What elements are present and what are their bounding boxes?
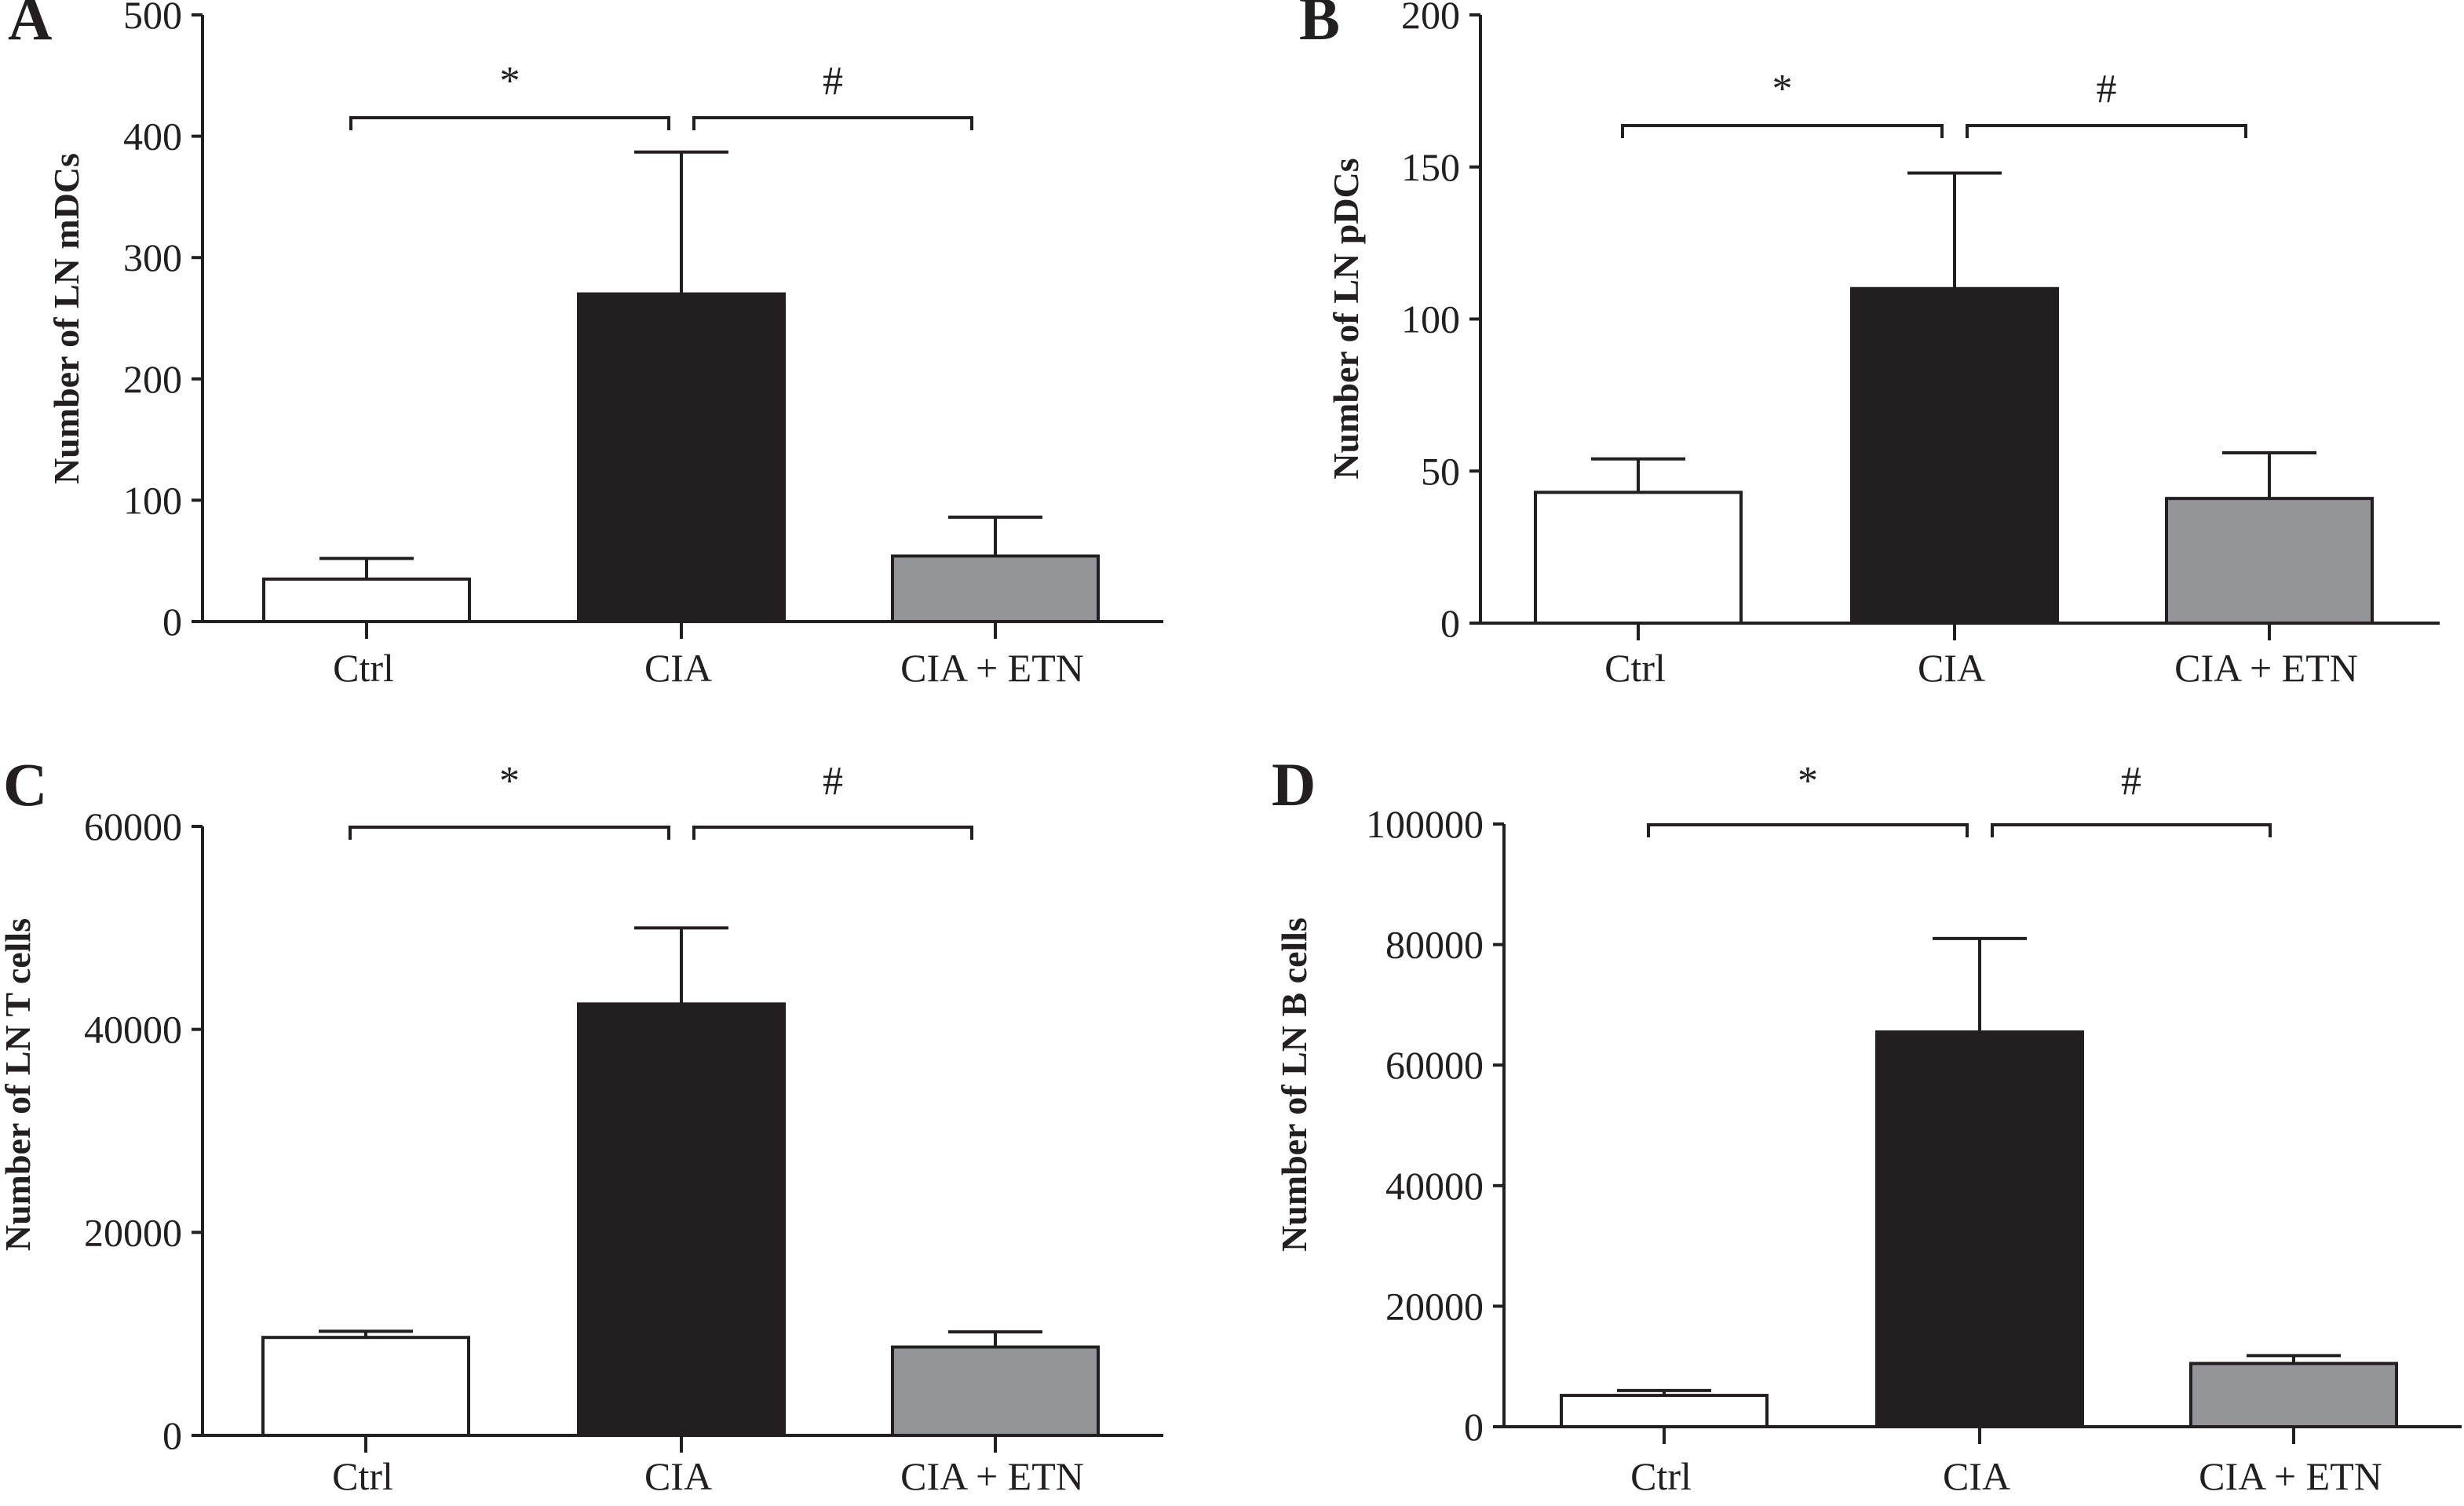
y-axis-title: Number of LN B cells [1274,917,1314,1252]
y-tick-label: 60000 [1385,1043,1484,1087]
significance-asterisk: * [499,759,520,804]
x-tick-label: CIA [1943,1454,2010,1498]
bar-cia [1850,286,2059,625]
x-tick-label: CIA + ETN [900,646,1084,690]
significance-hash: # [2097,67,2117,111]
significance-asterisk: * [500,59,520,104]
y-axis-title: Number of LN T cells [0,918,38,1251]
y-tick-label: 0 [162,1413,182,1457]
x-tick-label: Ctrl [1630,1454,1692,1498]
y-tick-label: 100 [1401,297,1460,341]
significance-bracket [1966,124,2247,138]
bar-cia-etn [2189,1362,2398,1428]
panel-letter: C [3,750,47,819]
y-tick-label: 0 [1464,1405,1484,1449]
bar-ctrl [1560,1394,1769,1428]
x-tick-label: Ctrl [332,1454,393,1498]
panel-c: C Number of LN T cells 0 20000 40000 60000 Ctr… [0,750,1163,1498]
significance-bracket [692,116,973,130]
significance-bracket [692,826,973,840]
x-tick-label: CIA [644,646,712,690]
y-axis-title: Number of LN pDCs [1326,158,1366,479]
significance-bracket [349,826,670,840]
y-tick-label: 40000 [84,1008,182,1052]
significance-asterisk: * [1798,759,1818,804]
significance-hash: # [823,759,843,804]
y-tick-label: 50 [1421,449,1460,493]
bar-cia-etn [891,1345,1100,1437]
y-tick-label: 300 [123,235,182,279]
y-tick-label: 0 [1440,601,1460,645]
y-tick-label: 100 [123,478,182,522]
significance-hash: # [823,59,843,104]
y-axis-title: Number of LN mDCs [46,153,86,484]
bar-cia-etn [2165,497,2374,625]
x-tick-label: CIA [644,1454,712,1498]
y-tick-label: 400 [123,115,182,159]
panel-a: A Number of LN mDCs 0 100 200 300 400 500 Ctrl CI… [8,0,1163,690]
panel-letter: A [8,0,52,53]
bar-cia [577,292,786,623]
y-tick-label: 60000 [84,804,182,848]
y-tick-label: 100000 [1366,802,1484,846]
x-tick-label: CIA + ETN [2199,1454,2382,1498]
significance-bracket [349,116,670,130]
panel-letter: D [1272,750,1316,819]
panel-d: D Number of LN B cells 0 20000 40000 60000 800… [1272,750,2462,1498]
x-tick-label: CIA + ETN [2174,646,2358,690]
y-tick-label: 40000 [1385,1164,1484,1208]
bar-cia-etn [891,554,1100,623]
y-tick-label: 200 [123,357,182,401]
y-tick-label: 500 [123,0,182,37]
significance-asterisk: * [1772,67,1793,111]
panel-letter: B [1299,0,1340,53]
y-tick-label: 20000 [84,1210,182,1254]
x-tick-label: Ctrl [1604,646,1666,690]
significance-bracket [1991,823,2272,837]
bar-cia [577,1002,786,1438]
x-tick-label: CIA + ETN [900,1454,1084,1498]
y-tick-label: 80000 [1385,923,1484,967]
y-tick-label: 0 [162,600,182,644]
bar-ctrl [261,1336,470,1438]
x-tick-label: Ctrl [333,646,394,690]
significance-bracket [1621,124,1944,138]
bar-ctrl [262,577,471,624]
panel-b: B Number of LN pDCs 0 50 100 150 200 Ctrl CIA CIA… [1299,0,2440,690]
y-tick-label: 20000 [1385,1284,1484,1328]
y-tick-label: 200 [1401,0,1460,37]
significance-hash: # [2121,759,2141,804]
bar-ctrl [1534,490,1743,625]
significance-bracket [1647,823,1969,837]
bar-cia [1875,1030,2084,1428]
x-tick-label: CIA [1918,646,1985,690]
y-tick-label: 150 [1401,145,1460,189]
